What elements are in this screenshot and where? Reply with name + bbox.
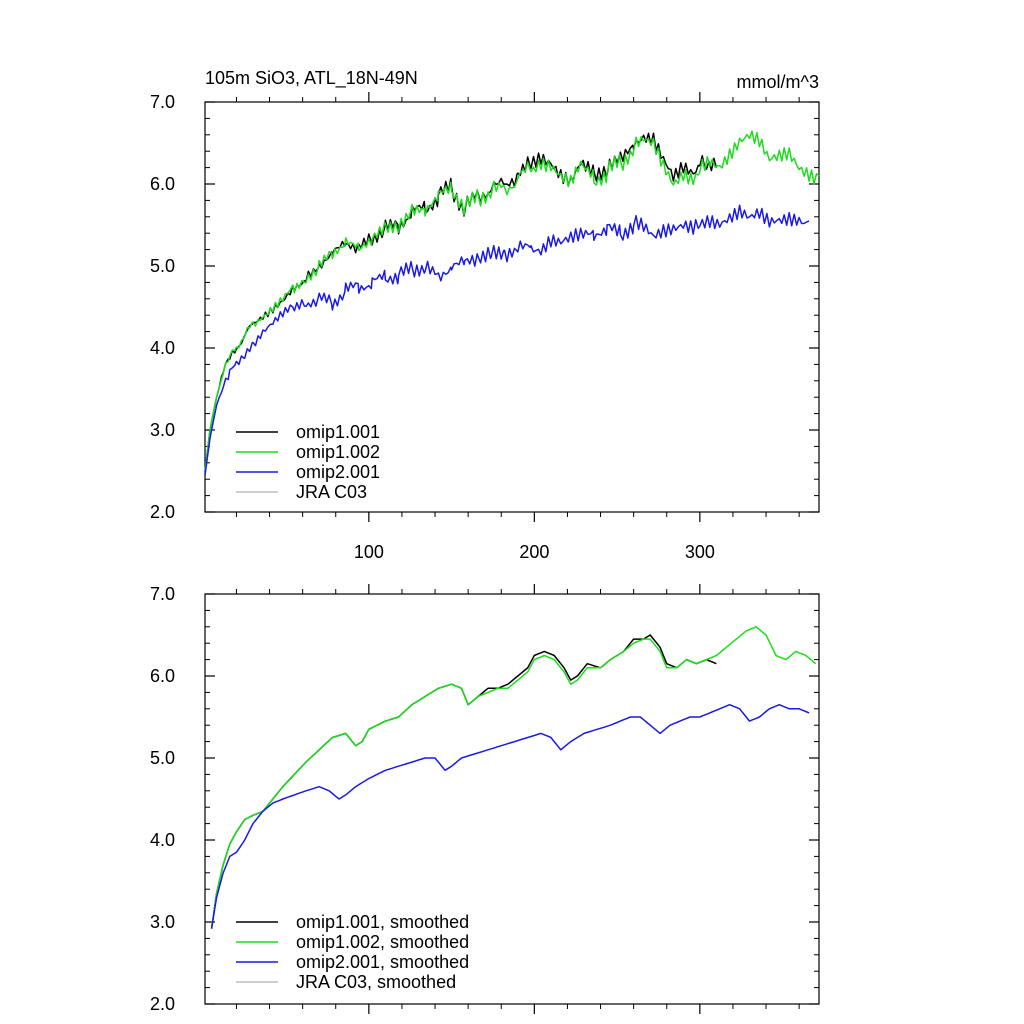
y-tick-label: 5.0 (150, 748, 175, 768)
y-tick-label: 3.0 (150, 912, 175, 932)
x-tick-label: 200 (519, 542, 549, 562)
legend-label: omip1.002 (296, 442, 380, 462)
y-tick-label: 6.0 (150, 174, 175, 194)
x-tick-label: 100 (354, 542, 384, 562)
series-line-omip1-002 (204, 130, 820, 472)
top-plot-frame (204, 101, 820, 513)
legend-label: omip1.001 (296, 422, 380, 442)
y-tick-label: 4.0 (150, 338, 175, 358)
bottom-series-lines (210, 626, 817, 929)
top-chart-title: 105m SiO3, ATL_18N-49N (205, 68, 418, 89)
y-tick-label: 5.0 (150, 256, 175, 276)
series-line-omip1-001 (204, 132, 718, 472)
top-panel: 105m SiO3, ATL_18N-49N mmol/m^3 2.0 3.0 4.… (150, 68, 820, 562)
top-series-lines (204, 130, 820, 476)
series-line-omip2-001-smoothed (210, 703, 810, 929)
y-tick-label: 7.0 (150, 92, 175, 112)
x-tick-label: 300 (685, 542, 715, 562)
series-line-omip2-001 (204, 204, 810, 476)
top-chart-units: mmol/m^3 (737, 72, 819, 92)
legend-label: omip1.001, smoothed (296, 912, 469, 932)
series-line-omip1-002-smoothed (210, 626, 817, 929)
legend-label: JRA C03 (296, 482, 367, 502)
y-tick-label: 7.0 (150, 584, 175, 604)
top-axis-ticks: 2.0 3.0 4.0 5.0 6.0 7.0 100 200 300 (150, 92, 819, 562)
legend-label: omip2.001, smoothed (296, 952, 469, 972)
legend-label: omip1.002, smoothed (296, 932, 469, 952)
legend-label: omip2.001 (296, 462, 380, 482)
y-tick-label: 4.0 (150, 830, 175, 850)
y-tick-label: 3.0 (150, 420, 175, 440)
bottom-plot-frame (204, 593, 820, 1005)
y-tick-label: 2.0 (150, 502, 175, 522)
y-tick-label: 6.0 (150, 666, 175, 686)
bottom-axis-ticks: 2.0 3.0 4.0 5.0 6.0 7.0 (150, 584, 819, 1014)
bottom-panel: 2.03.04.05.06.07.0 omip1.001, smoothedom… (150, 584, 820, 1014)
y-tick-label: 2.0 (150, 994, 175, 1014)
legend-label: JRA C03, smoothed (296, 972, 456, 992)
